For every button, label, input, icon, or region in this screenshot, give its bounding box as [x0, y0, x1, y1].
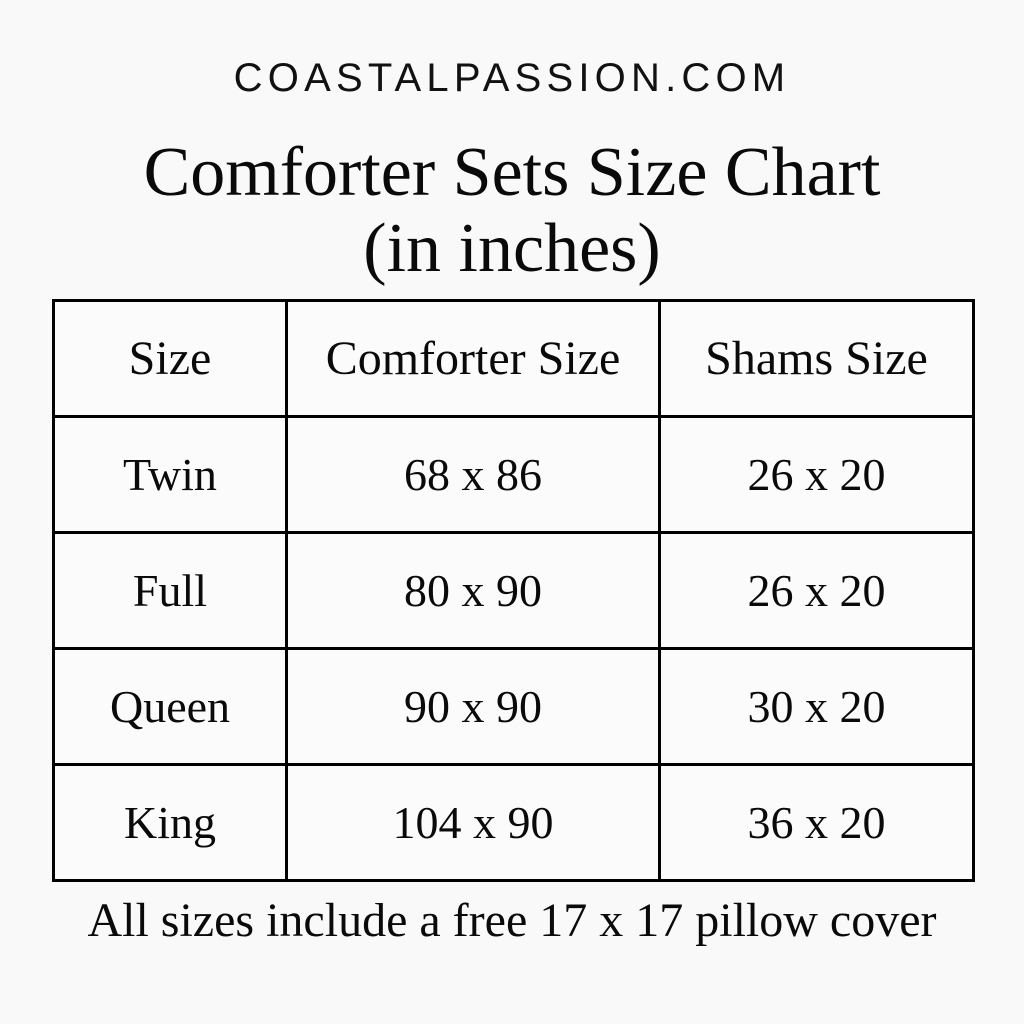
table-row: Queen 90 x 90 30 x 20: [52, 647, 975, 766]
cell-size: Queen: [52, 647, 288, 766]
table-row: King 104 x 90 36 x 20: [52, 763, 975, 882]
cell-shams: 26 x 20: [658, 531, 975, 650]
cell-comforter: 80 x 90: [285, 531, 661, 650]
cell-shams: 36 x 20: [658, 763, 975, 882]
column-header-comforter: Comforter Size: [285, 299, 661, 418]
brand-wordmark: COASTALPASSION.COM: [233, 56, 791, 100]
cell-shams: 26 x 20: [658, 415, 975, 534]
cell-size: Full: [52, 531, 288, 650]
table-header-row: Size Comforter Size Shams Size: [52, 299, 975, 418]
page-title: Comforter Sets Size Chart (in inches): [0, 138, 1024, 284]
cell-comforter: 68 x 86: [285, 415, 661, 534]
column-header-size: Size: [52, 299, 288, 418]
cell-size: King: [52, 763, 288, 882]
cell-comforter: 90 x 90: [285, 647, 661, 766]
page-title-line-2: (in inches): [363, 210, 661, 287]
page-title-line-1: Comforter Sets Size Chart: [143, 134, 881, 211]
cell-shams: 30 x 20: [658, 647, 975, 766]
column-header-shams: Shams Size: [658, 299, 975, 418]
cell-size: Twin: [52, 415, 288, 534]
table-row: Full 80 x 90 26 x 20: [52, 531, 975, 650]
pillow-cover-note: All sizes include a free 17 x 17 pillow …: [87, 894, 937, 947]
table-row: Twin 68 x 86 26 x 20: [52, 415, 975, 534]
cell-comforter: 104 x 90: [285, 763, 661, 882]
size-chart-table: Size Comforter Size Shams Size Twin 68 x…: [52, 299, 975, 882]
